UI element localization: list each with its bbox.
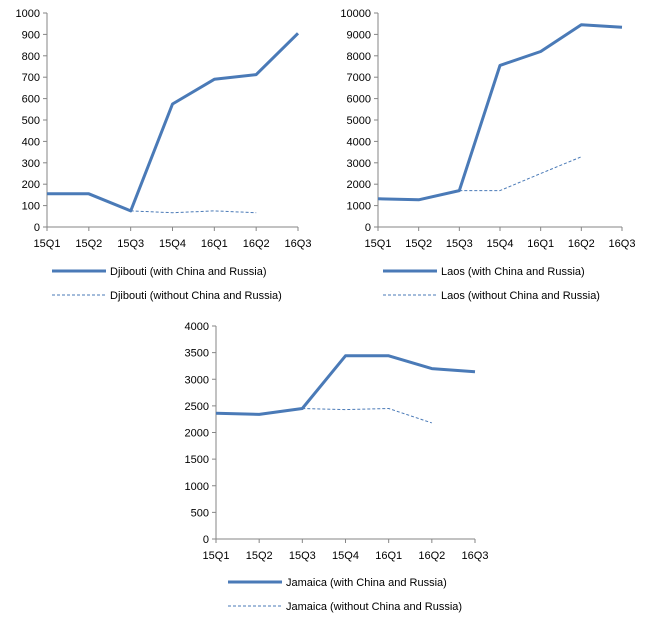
y-tick-label: 500 bbox=[22, 115, 40, 127]
chart-3: 0 500 1000 1500 2000 2500 3000 3500 4000 15Q1 15Q2… bbox=[185, 321, 489, 613]
y-tick-label: 500 bbox=[191, 507, 209, 519]
y-tick-label: 2000 bbox=[347, 179, 371, 191]
y-tick-label: 7000 bbox=[347, 72, 371, 84]
y-tick-label: 300 bbox=[22, 158, 40, 170]
chart-2: 0 1000 2000 3000 4000 5000 6000 7000 8000 9000 100… bbox=[340, 8, 635, 302]
y-tick-label: 8000 bbox=[347, 51, 371, 63]
y-tick-label: 3500 bbox=[185, 348, 209, 360]
y-tick-label: 900 bbox=[22, 29, 40, 41]
legend-label: Djibouti (with China and Russia) bbox=[110, 266, 267, 278]
y-tick-label: 0 bbox=[365, 222, 371, 234]
y-tick-label: 600 bbox=[22, 94, 40, 106]
series-line-without bbox=[130, 210, 257, 214]
x-tick-label: 16Q3 bbox=[285, 238, 312, 250]
x-tick-label: 15Q4 bbox=[159, 238, 186, 250]
y-tick-label: 400 bbox=[22, 136, 40, 148]
x-tick-label: 15Q3 bbox=[117, 238, 144, 250]
x-tick-label: 16Q3 bbox=[609, 238, 636, 250]
x-tick-label: 15Q3 bbox=[446, 238, 473, 250]
y-tick-label: 1000 bbox=[347, 201, 371, 213]
x-tick-label: 15Q1 bbox=[34, 238, 61, 250]
x-tick-label: 15Q2 bbox=[246, 550, 273, 562]
series-line-with bbox=[47, 32, 300, 213]
y-tick-label: 10000 bbox=[340, 8, 371, 20]
chart-1: 0 100 200 300 400 500 600 700 800 900 1000 15Q1 15Q2… bbox=[16, 8, 312, 302]
legend-label: Djibouti (without China and Russia) bbox=[110, 290, 282, 302]
y-tick-label: 200 bbox=[22, 179, 40, 191]
series-line-without bbox=[459, 156, 582, 192]
x-tick-label: 15Q2 bbox=[405, 238, 432, 250]
y-tick-label: 2500 bbox=[185, 401, 209, 413]
series-line-with bbox=[215, 354, 476, 416]
x-tick-label: 15Q1 bbox=[203, 550, 230, 562]
x-tick-label: 16Q2 bbox=[568, 238, 595, 250]
y-tick-label: 0 bbox=[34, 222, 40, 234]
y-tick-label: 9000 bbox=[347, 29, 371, 41]
series-line-without bbox=[302, 408, 432, 424]
y-tick-label: 100 bbox=[22, 201, 40, 213]
x-tick-label: 16Q1 bbox=[527, 238, 554, 250]
series-line-with bbox=[377, 23, 623, 202]
y-tick-label: 0 bbox=[203, 534, 209, 546]
y-tick-label: 6000 bbox=[347, 94, 371, 106]
y-tick-label: 1000 bbox=[185, 481, 209, 493]
x-tick-label: 15Q1 bbox=[365, 238, 392, 250]
x-tick-label: 16Q2 bbox=[418, 550, 445, 562]
y-tick-label: 3000 bbox=[185, 374, 209, 386]
x-tick-label: 16Q2 bbox=[243, 238, 270, 250]
legend-label: Jamaica (with China and Russia) bbox=[286, 577, 447, 589]
x-tick-label: 15Q4 bbox=[487, 238, 514, 250]
y-tick-label: 800 bbox=[22, 51, 40, 63]
x-tick-label: 16Q1 bbox=[375, 550, 402, 562]
y-tick-label: 4000 bbox=[347, 136, 371, 148]
legend-label: Jamaica (without China and Russia) bbox=[286, 601, 462, 613]
legend-label: Laos (without China and Russia) bbox=[441, 290, 600, 302]
x-tick-label: 15Q3 bbox=[289, 550, 316, 562]
y-tick-label: 700 bbox=[22, 72, 40, 84]
x-tick-label: 15Q2 bbox=[75, 238, 102, 250]
y-tick-label: 3000 bbox=[347, 158, 371, 170]
y-tick-label: 1000 bbox=[16, 8, 40, 20]
x-tick-label: 15Q4 bbox=[332, 550, 359, 562]
y-tick-label: 2000 bbox=[185, 428, 209, 440]
x-tick-label: 16Q1 bbox=[201, 238, 228, 250]
y-tick-label: 5000 bbox=[347, 115, 371, 127]
y-tick-label: 1500 bbox=[185, 454, 209, 466]
legend-label: Laos (with China and Russia) bbox=[441, 266, 585, 278]
y-tick-label: 4000 bbox=[185, 321, 209, 333]
x-tick-label: 16Q3 bbox=[462, 550, 489, 562]
